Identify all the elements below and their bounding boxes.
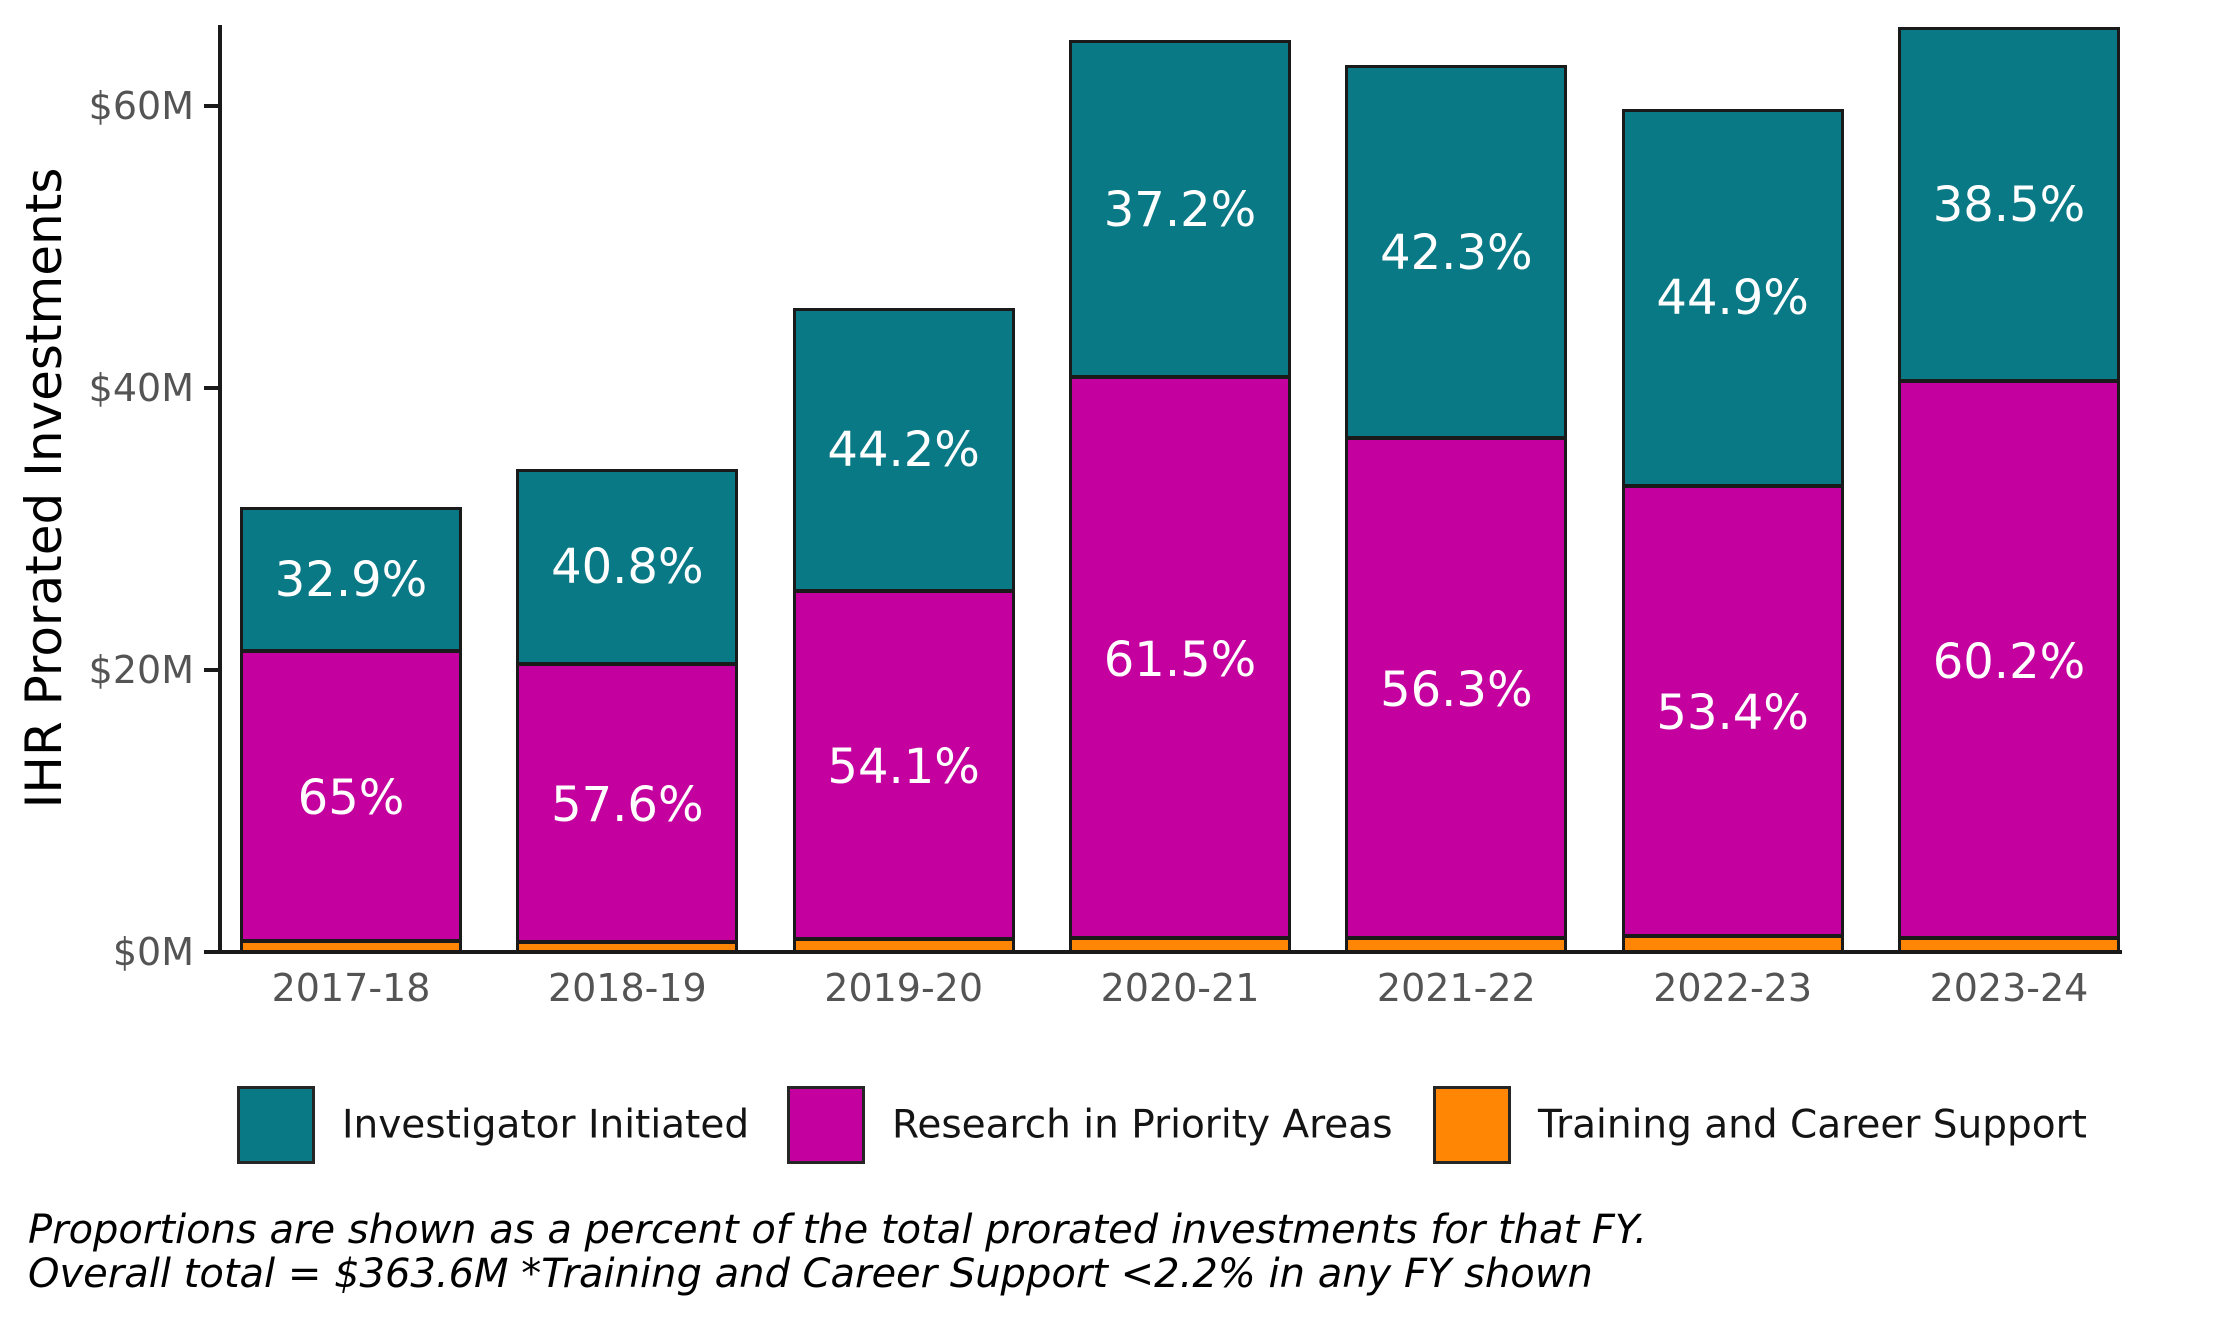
bar-percent-label: 53.4% [1656, 684, 1809, 741]
y-tick-label: $40M [88, 366, 194, 411]
y-tick-label: $60M [88, 84, 194, 129]
x-tick-label: 2023-24 [1929, 966, 2089, 1010]
bar-segment-2022-23 [1622, 487, 1844, 938]
footnote: Proportions are shown as a percent of th… [28, 1208, 1647, 1296]
y-axis-title: IHR Prorated Investments [15, 167, 73, 809]
y-tick-label: $0M [112, 930, 194, 974]
bar-segment-2018-19 [516, 468, 738, 666]
bar-segment-2020-21 [1069, 40, 1291, 380]
y-tick [204, 386, 218, 391]
legend-item: Investigator Initiated [237, 1086, 837, 1164]
bar-percent-label: 56.3% [1380, 662, 1533, 719]
x-tick-label: 2022-23 [1653, 966, 1813, 1010]
bar-segment-2017-18 [240, 653, 462, 943]
bar-segment-2021-22 [1345, 65, 1567, 441]
x-tick-label: 2017-18 [271, 966, 431, 1010]
legend-swatch [237, 1086, 315, 1164]
legend-item: Research in Priority Areas [787, 1086, 1393, 1164]
bar-percent-label: 60.2% [1932, 633, 2086, 690]
bar-segment-2018-19 [516, 944, 738, 952]
bar-segment-2017-18 [240, 942, 462, 952]
legend-label: Investigator Initiated [342, 1102, 750, 1148]
bar-percent-label: 38.5% [1932, 177, 2086, 234]
bar-segment-2019-20 [793, 941, 1015, 952]
bar-percent-label: 44.9% [1656, 270, 1809, 327]
bar-percent-label: 37.2% [1103, 181, 1257, 238]
bar-segment-2022-23 [1622, 109, 1844, 488]
footnote-line-1: Proportions are shown as a percent of th… [28, 1207, 1647, 1253]
bar-segment-2023-24 [1898, 383, 2120, 940]
bar-segment-2019-20 [793, 307, 1015, 593]
legend-item: Training and Career Support [1433, 1086, 2087, 1164]
y-axis-line [218, 25, 222, 953]
bar-percent-label: 42.3% [1380, 224, 1533, 281]
bar-segment-2017-18 [240, 506, 462, 654]
bar-percent-label: 32.9% [274, 551, 428, 608]
y-tick [204, 668, 218, 673]
bar-segment-2021-22 [1345, 440, 1567, 940]
bar-segment-2023-24 [1898, 27, 2120, 384]
y-tick [204, 104, 218, 109]
x-axis-line [204, 949, 2122, 954]
legend-swatch [787, 1086, 865, 1164]
bar-segment-2022-23 [1622, 937, 1844, 952]
footnote-line-2: Overall total = $363.6M *Training and Ca… [28, 1251, 1593, 1297]
y-tick-label: $20M [88, 648, 194, 693]
bar-segment-2023-24 [1898, 939, 2120, 952]
bar-segment-2018-19 [516, 665, 738, 945]
bar-segment-2020-21 [1069, 379, 1291, 941]
legend-label: Training and Career Support [1538, 1102, 2087, 1148]
x-tick-label: 2020-21 [1100, 966, 1260, 1010]
x-tick-label: 2021-22 [1376, 966, 1536, 1010]
bar-percent-label: 65% [297, 769, 405, 826]
x-tick-label: 2018-19 [547, 966, 707, 1010]
bar-percent-label: 57.6% [551, 777, 704, 834]
bar-percent-label: 40.8% [551, 539, 704, 596]
bar-segment-2020-21 [1069, 940, 1291, 952]
bar-segment-2019-20 [793, 592, 1015, 942]
legend-swatch [1433, 1086, 1511, 1164]
legend-label: Research in Priority Areas [892, 1102, 1393, 1148]
bar-percent-label: 44.2% [827, 422, 980, 479]
bar-segment-2021-22 [1345, 939, 1567, 952]
x-tick-label: 2019-20 [824, 966, 984, 1010]
bar-percent-label: 61.5% [1103, 631, 1257, 688]
bar-percent-label: 54.1% [827, 738, 980, 795]
